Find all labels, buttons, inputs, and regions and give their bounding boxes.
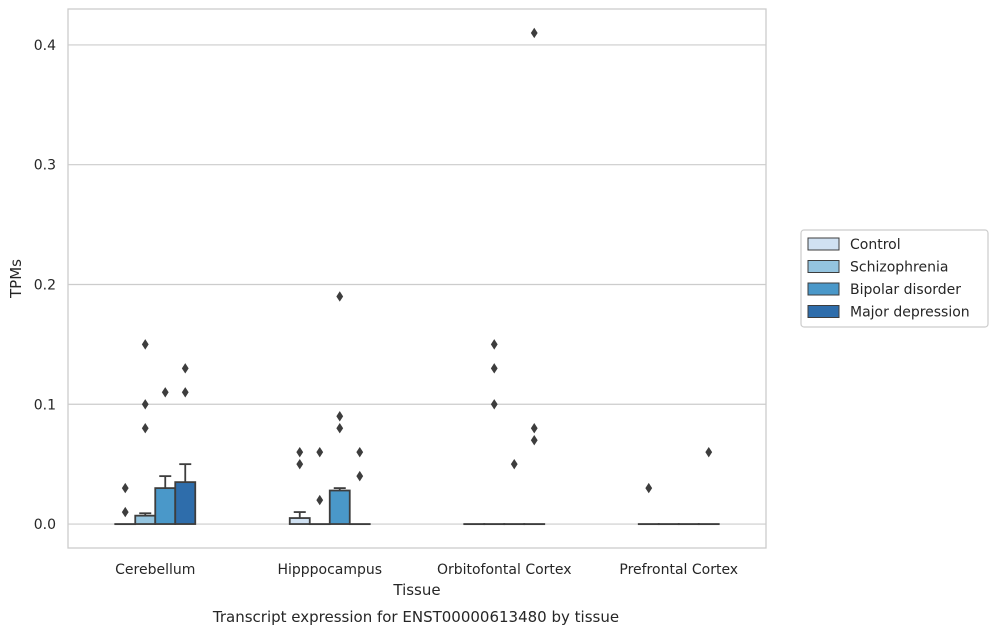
legend-label: Schizophrenia (850, 260, 948, 276)
outlier-point (121, 482, 129, 494)
outlier-point (530, 27, 538, 39)
legend-frame (800, 229, 989, 328)
x-tick-label: Cerebellum (115, 562, 195, 578)
x-tick-label: Prefrontal Cortex (619, 562, 738, 578)
outlier-point (530, 423, 538, 434)
legend-swatch (807, 237, 840, 251)
outlier-point (490, 339, 498, 350)
outlier-point (181, 363, 189, 374)
outlier-point (336, 291, 344, 302)
bar (154, 487, 177, 525)
y-tick-label: 0.1 (34, 397, 56, 413)
x-axis-label: Tissue (392, 581, 440, 599)
outlier-point (510, 458, 518, 470)
y-tick-label: 0.0 (34, 517, 56, 533)
outlier-point (490, 363, 498, 374)
outlier-point (356, 446, 364, 458)
outlier-point (490, 399, 498, 410)
outlier-point (336, 423, 344, 434)
legend: Control Schizophrenia Bipolar disorder Majo… (800, 229, 989, 328)
legend-swatch (807, 305, 840, 318)
outlier-point (296, 446, 304, 458)
bar (174, 481, 197, 525)
x-ticks: Cerebellum Hipppocampus Orbitofontal Corte… (115, 562, 738, 578)
x-tick-label: Orbitofontal Cortex (437, 562, 572, 578)
legend-label: Control (850, 237, 901, 253)
outlier-point (356, 470, 364, 482)
outlier-point (121, 506, 129, 518)
y-tick-label: 0.2 (34, 277, 56, 293)
y-tick-label: 0.3 (34, 158, 56, 174)
outlier-point (161, 387, 169, 398)
outlier-point (181, 387, 189, 398)
bar (328, 489, 351, 525)
outlier-point (705, 446, 713, 458)
bars (114, 481, 720, 526)
x-tick-label: Hipppocampus (277, 562, 382, 578)
gridlines (68, 44, 766, 525)
outlier-point (296, 458, 304, 470)
outlier-point (141, 339, 149, 350)
error-bars (139, 463, 346, 519)
outlier-point (316, 494, 324, 506)
bar (134, 514, 157, 525)
bar (288, 517, 311, 525)
chart-caption: Transcript expression for ENST0000061348… (212, 608, 619, 626)
y-ticks: 0.0 0.1 0.2 0.3 0.4 (34, 38, 56, 533)
outlier-point (141, 399, 149, 410)
outlier-point (141, 423, 149, 434)
outlier-point (530, 435, 538, 446)
legend-swatch (807, 282, 840, 296)
y-tick-label: 0.4 (34, 38, 56, 54)
outlier-point (316, 446, 324, 458)
outliers (121, 27, 713, 518)
legend-swatch (807, 260, 840, 273)
outlier-point (645, 482, 653, 494)
legend-label: Bipolar disorder (850, 282, 961, 298)
plot-frame (67, 8, 767, 549)
y-axis-label: TPMs (7, 259, 25, 299)
legend-label: Major depression (850, 305, 970, 321)
outlier-point (336, 411, 344, 422)
